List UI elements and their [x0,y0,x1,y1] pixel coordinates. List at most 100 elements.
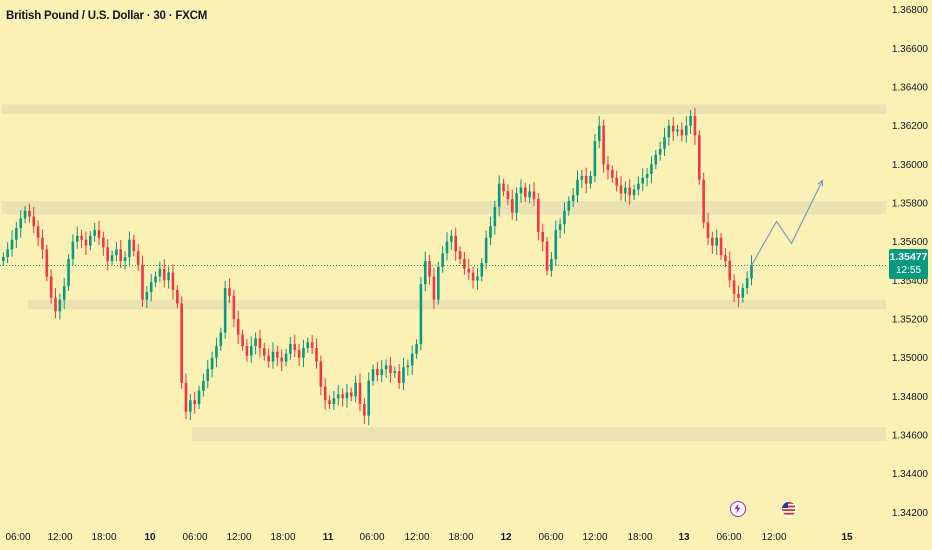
candle [606,156,610,180]
candle [19,210,22,238]
candle [345,384,349,408]
candle [676,124,679,137]
candle [36,220,40,247]
candle-body [293,344,297,350]
candle-body [484,237,488,263]
candle-body [628,187,631,196]
candle [32,207,36,234]
time-tick-label: 18:00 [270,532,295,543]
candle [89,231,92,251]
candle [524,182,527,203]
candle-body [184,382,188,412]
candle-body [497,183,501,207]
candle [580,169,584,189]
candle-body [141,264,144,300]
price-tick-label: 1.35400 [892,276,929,287]
candle-body [415,344,418,354]
candle [280,349,283,372]
candle-body [241,334,244,347]
candle-body [698,135,701,180]
candle [589,171,592,189]
candle-body [10,239,14,250]
candle [397,364,401,389]
candle [54,288,57,319]
candle [323,378,327,410]
candle-body [563,210,566,225]
candle-body [380,369,384,376]
candle [558,218,562,239]
time-tick-label: 06:00 [538,532,563,543]
time-tick-label: 06:00 [716,532,741,543]
candle [550,251,553,277]
candle-body [489,226,492,238]
candle-body [667,125,671,138]
candle-body [741,288,745,298]
candle-body [724,255,727,261]
candle [193,391,196,414]
candle-body [437,266,440,300]
time-scale[interactable]: 06:00 12:00 18:00 10 06:00 12:00 18:00 11 06:00 1… [5,532,853,543]
candle-body [328,400,331,405]
candle [711,231,714,254]
candle [171,264,175,300]
candle [393,366,397,378]
us-flag-event-icon[interactable] [781,501,797,517]
candle [41,229,44,259]
candle-body [467,268,471,273]
candle [49,269,53,304]
candle-body [597,125,601,142]
candle-body [228,288,231,296]
candle [189,394,192,421]
candle [471,266,475,289]
candle-body [510,199,514,213]
candle-body [106,247,109,261]
candle [619,176,623,201]
candle-body [676,129,679,132]
candle-body [236,319,240,335]
candle-body [97,230,101,238]
candle-body [402,367,405,383]
candle-body [245,346,249,356]
candle [206,359,210,389]
candles-layer [1,107,753,426]
candle-body [23,210,27,219]
candle-body [93,230,96,236]
candle-body [611,170,614,178]
candle-body [19,218,22,229]
current-price-badge: 1.35477 12:55 [889,249,928,279]
candle [506,184,510,206]
candle-body [310,342,314,348]
candle-body [458,251,462,260]
candle [680,122,684,142]
candle [719,232,723,261]
candle-body [693,116,697,136]
time-tick-label: 18:00 [91,532,116,543]
candle-body [658,148,662,155]
price-tick-label: 1.36600 [892,44,929,55]
candle [419,277,423,351]
time-tick-label: 06:00 [182,532,207,543]
candle [489,216,492,245]
candle [741,283,745,303]
candle-body [719,237,723,256]
candle [593,133,597,182]
candle [167,266,170,289]
candle-body [624,187,627,194]
candle [624,181,627,202]
price-tick-label: 1.36800 [892,5,929,16]
candle-body [45,249,49,277]
candle [249,336,253,363]
candle-body [80,235,83,240]
candle [563,202,566,234]
lightning-event-icon[interactable] [730,501,746,517]
candle [728,251,732,288]
candle [515,187,518,221]
candle-body [350,392,353,397]
candle-body [645,174,649,178]
candle [336,384,340,406]
candle [732,274,736,303]
price-tick-label: 1.35000 [892,353,929,364]
candle [141,255,144,307]
